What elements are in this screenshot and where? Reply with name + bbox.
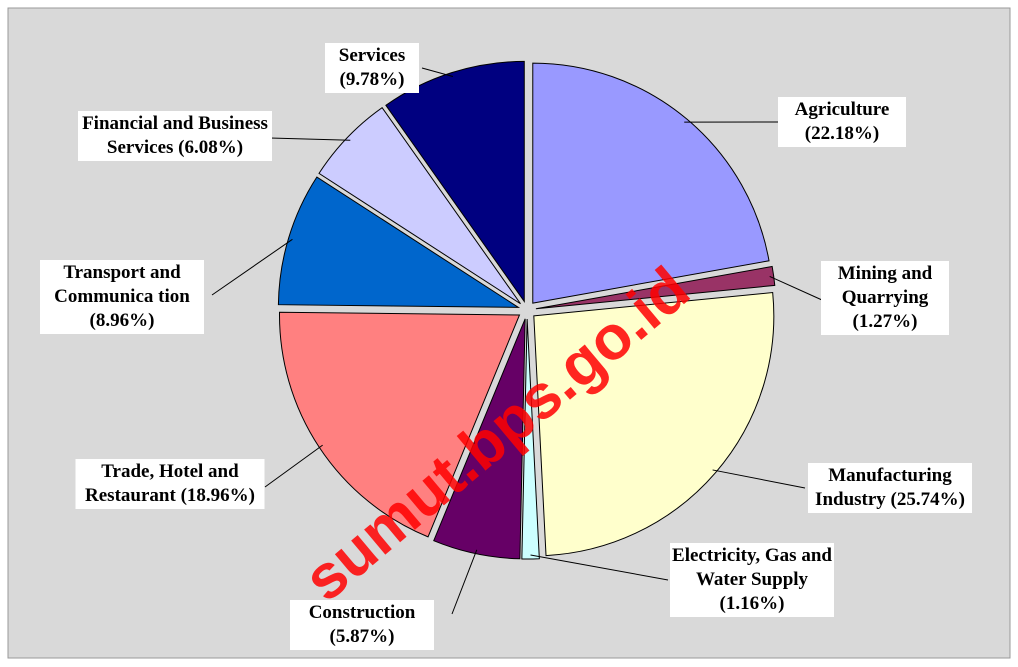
leader-line xyxy=(712,469,806,489)
slice-name: Construction xyxy=(308,602,416,623)
leader-line xyxy=(421,67,454,77)
pie-slice xyxy=(318,106,521,305)
slice-value: (5.87%) xyxy=(329,626,395,647)
slice-label: Construction (5.87%) xyxy=(290,600,434,650)
pie-slice xyxy=(532,62,770,304)
pie-slice xyxy=(277,176,521,308)
slice-value: (1.16%) xyxy=(719,593,785,614)
slice-name: Financial and Business Services xyxy=(82,113,268,158)
slice-value: (25.74%) xyxy=(890,489,965,510)
leader-line xyxy=(451,549,478,615)
slice-name: Mining and Quarrying xyxy=(837,263,933,308)
slice-label: Mining and Quarrying (1.27%) xyxy=(821,261,949,335)
leader-line xyxy=(269,137,351,141)
slice-value: (9.78%) xyxy=(339,69,405,90)
leader-line xyxy=(264,444,323,488)
slice-value: (6.08%) xyxy=(178,137,244,158)
pie-slice xyxy=(533,291,775,557)
slice-label: Services (9.78%) xyxy=(325,43,419,93)
slice-name: Electricity, Gas and Water Supply xyxy=(672,545,832,590)
slice-name: Trade, Hotel and Restaurant xyxy=(85,461,239,506)
slice-label: Financial and Business Services (6.08%) xyxy=(78,111,272,161)
leader-line xyxy=(211,238,293,296)
slice-label: Manufacturing Industry (25.74%) xyxy=(808,463,972,513)
slice-value: (8.96%) xyxy=(89,310,155,331)
pie-slice xyxy=(385,60,525,303)
leader-line xyxy=(769,276,823,301)
leaders xyxy=(211,67,823,615)
pie-slice xyxy=(433,318,526,560)
slices xyxy=(277,60,776,560)
slice-name: Transport and Communica tion xyxy=(54,262,190,307)
slice-label: Electricity, Gas and Water Supply (1.16%… xyxy=(670,543,834,617)
leader-line xyxy=(530,554,669,581)
slice-name: Manufacturing Industry xyxy=(815,465,952,510)
slice-label: Transport and Communica tion (8.96%) xyxy=(40,260,204,334)
slice-value: (22.18%) xyxy=(804,123,880,144)
slice-name: Services xyxy=(338,45,406,66)
slice-value: (1.27%) xyxy=(852,311,918,332)
slice-name: Agriculture xyxy=(794,99,890,120)
slice-value: (18.96%) xyxy=(180,485,255,506)
pie-slice xyxy=(535,265,776,310)
pie-slice xyxy=(521,318,540,560)
slice-label: Agriculture (22.18%) xyxy=(778,97,906,147)
slice-label: Trade, Hotel and Restaurant (18.96%) xyxy=(75,459,265,509)
